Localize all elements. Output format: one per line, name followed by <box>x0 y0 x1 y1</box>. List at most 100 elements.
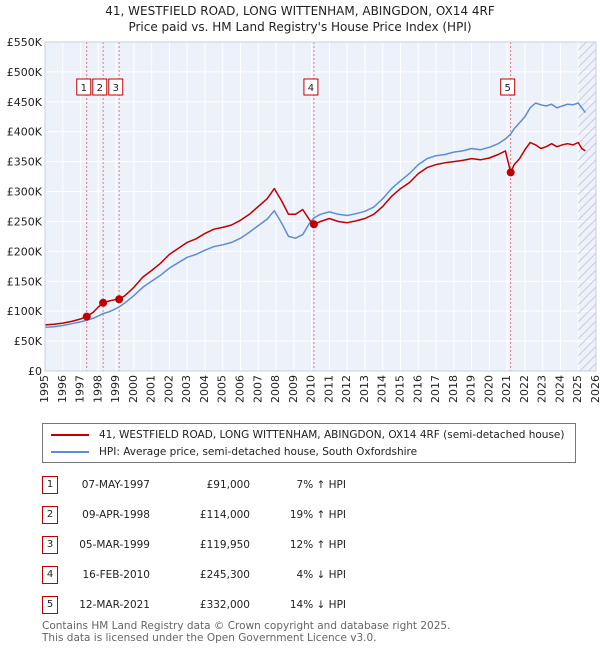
series-line-hpi <box>44 102 586 329</box>
x-tick-label: 2012 <box>340 375 353 403</box>
sale-label-box <box>303 78 319 96</box>
sale-label-box <box>108 78 124 96</box>
sale-point <box>99 298 108 307</box>
x-tick-label: 2016 <box>411 375 424 403</box>
sale-badge: 3 <box>42 536 58 554</box>
x-tick-label: 2015 <box>393 375 406 403</box>
sale-label-number: 4 <box>308 83 314 94</box>
legend-label-hpi: HPI: Average price, semi-detached house,… <box>99 446 418 458</box>
sale-hpi-diff: 7% ↑ HPI <box>296 479 346 491</box>
x-tick-label: 2008 <box>269 375 282 403</box>
x-tick-label: 2007 <box>251 375 264 403</box>
sale-point <box>506 168 515 177</box>
x-tick-label: 2014 <box>376 375 389 403</box>
sale-price: £114,000 <box>199 509 250 521</box>
sale-label-number: 3 <box>113 83 119 94</box>
x-tick-label: 1997 <box>74 375 87 403</box>
x-tick-label: 2000 <box>127 375 140 403</box>
chart-subtitle: Price paid vs. HM Land Registry's House … <box>128 20 472 34</box>
sale-date: 07-MAY-1997 <box>81 479 150 491</box>
sale-label-box <box>76 78 92 96</box>
sale-label-3: 3 <box>108 78 124 96</box>
y-tick-label: £200K <box>7 245 43 258</box>
table-row: 4 16-FEB-2010 £245,300 4% ↓ HPI <box>42 560 346 590</box>
y-tick-label: £400K <box>7 126 43 139</box>
sale-date: 09-APR-1998 <box>82 509 150 521</box>
x-tick-label: 2009 <box>287 375 300 403</box>
sale-price: £332,000 <box>199 599 250 611</box>
sale-label-box <box>92 78 108 96</box>
y-tick-label: £0 <box>28 365 42 378</box>
footer: Contains HM Land Registry data © Crown c… <box>42 620 450 644</box>
x-tick-label: 2005 <box>216 375 229 403</box>
sale-label-box <box>500 78 516 96</box>
x-tick-label: 2023 <box>536 375 549 403</box>
footer-copyright: Contains HM Land Registry data © Crown c… <box>42 620 451 632</box>
x-tick-label: 2019 <box>465 375 478 403</box>
sale-label-number: 2 <box>97 83 103 94</box>
sale-price: £91,000 <box>206 479 250 491</box>
x-tick-label: 2024 <box>553 375 566 403</box>
y-tick-label: £300K <box>7 186 43 199</box>
y-tick-label: £50K <box>14 335 43 348</box>
legend-label-property: 41, WESTFIELD ROAD, LONG WITTENHAM, ABIN… <box>99 429 565 441</box>
sale-hpi-diff: 12% ↑ HPI <box>289 539 346 551</box>
sale-hpi-diff: 19% ↑ HPI <box>289 509 346 521</box>
x-tick-label: 2021 <box>500 375 513 403</box>
sale-badge: 5 <box>42 596 58 614</box>
sale-label-4: 4 <box>303 78 319 96</box>
legend-line-hpi <box>51 451 89 453</box>
sale-label-number: 1 <box>81 83 87 94</box>
sales-table: 1 07-MAY-1997 £91,000 7% ↑ HPI 2 09-APR-… <box>42 470 346 620</box>
y-tick-label: £100K <box>7 305 43 318</box>
y-tick-label: £550K <box>7 36 43 49</box>
x-tick-label: 2002 <box>162 375 175 403</box>
series-line-property <box>44 141 586 326</box>
x-tick-label: 1998 <box>91 375 104 403</box>
x-tick-label: 2025 <box>571 375 584 403</box>
x-tick-label: 2003 <box>180 375 193 403</box>
x-tick-label: 2013 <box>358 375 371 403</box>
sale-date: 12-MAR-2021 <box>79 599 150 611</box>
footer-licence: This data is licensed under the Open Gov… <box>42 632 377 644</box>
y-tick-label: £150K <box>7 275 43 288</box>
x-tick-label: 2006 <box>234 375 247 403</box>
table-row: 2 09-APR-1998 £114,000 19% ↑ HPI <box>42 500 346 530</box>
sale-label-2: 2 <box>92 78 108 96</box>
legend-line-property <box>51 434 89 436</box>
sale-label-1: 1 <box>76 78 92 96</box>
plot-area <box>45 42 596 371</box>
x-tick-label: 1996 <box>56 375 69 403</box>
sale-point <box>115 295 124 304</box>
chart-title: 41, WESTFIELD ROAD, LONG WITTENHAM, ABIN… <box>105 4 495 18</box>
y-tick-label: £250K <box>7 215 43 228</box>
x-tick-label: 1999 <box>109 375 122 403</box>
future-zone <box>578 42 596 371</box>
sale-badge: 1 <box>42 476 58 494</box>
x-tick-label: 2001 <box>145 375 158 403</box>
sale-date: 05-MAR-1999 <box>79 539 150 551</box>
sale-hpi-diff: 14% ↓ HPI <box>289 599 346 611</box>
sale-price: £245,300 <box>199 569 250 581</box>
table-row: 5 12-MAR-2021 £332,000 14% ↓ HPI <box>42 590 346 620</box>
x-tick-label: 2026 <box>589 375 600 403</box>
sale-point <box>309 220 318 229</box>
sale-badge: 4 <box>42 566 58 584</box>
x-tick-label: 2018 <box>447 375 460 403</box>
x-tick-label: 2020 <box>482 375 495 403</box>
sale-label-number: 5 <box>504 83 510 94</box>
y-tick-label: £450K <box>7 96 43 109</box>
sale-price: £119,950 <box>199 539 250 551</box>
sale-label-5: 5 <box>500 78 516 96</box>
x-tick-label: 1995 <box>38 375 51 403</box>
sale-date: 16-FEB-2010 <box>82 569 150 581</box>
y-tick-label: £350K <box>7 156 43 169</box>
chart-legend: 41, WESTFIELD ROAD, LONG WITTENHAM, ABIN… <box>42 423 576 463</box>
x-tick-label: 2010 <box>305 375 318 403</box>
y-tick-label: £500K <box>7 66 43 79</box>
x-tick-label: 2017 <box>429 375 442 403</box>
plot-border <box>44 41 597 372</box>
x-tick-label: 2004 <box>198 375 211 403</box>
x-tick-label: 2022 <box>518 375 531 403</box>
table-row: 1 07-MAY-1997 £91,000 7% ↑ HPI <box>42 470 346 500</box>
